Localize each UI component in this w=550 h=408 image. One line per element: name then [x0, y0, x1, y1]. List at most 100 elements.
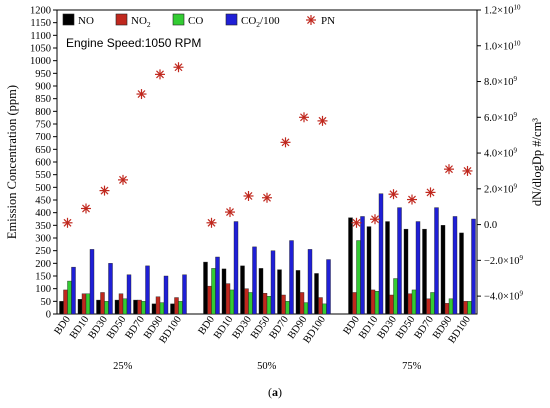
category-label: BD30 — [231, 314, 254, 341]
right-tick-label: 2.0×109 — [484, 182, 518, 195]
pn-marker — [225, 207, 235, 218]
pn-marker — [425, 187, 436, 198]
pn-marker — [206, 217, 217, 228]
bar-co — [104, 301, 109, 315]
bar-co2100 — [252, 246, 257, 315]
pn-marker — [388, 189, 399, 200]
right-tick-label: 4.0×109 — [484, 147, 518, 160]
legend-swatch — [115, 13, 128, 26]
bar-co2100 — [71, 266, 76, 315]
bar-co2100 — [378, 193, 384, 315]
left-tick-label: 600 — [35, 158, 51, 169]
category-label: BD70 — [124, 314, 147, 341]
left-tick-label: 450 — [35, 196, 51, 207]
left-tick-label: 0 — [46, 310, 51, 321]
legend-label: NO — [78, 15, 94, 27]
left-tick-label: 500 — [35, 183, 51, 194]
bar-co — [141, 301, 146, 315]
left-tick-label: 900 — [35, 82, 51, 93]
legend-swatch — [225, 13, 238, 26]
group-label: 50% — [257, 361, 277, 372]
bar-no2 — [352, 292, 357, 315]
bar-no — [77, 299, 83, 315]
left-tick-label: 800 — [35, 107, 51, 118]
bar-co — [229, 289, 235, 315]
left-tick-label: 700 — [35, 132, 51, 143]
bar-co2100 — [307, 249, 313, 315]
bar-no — [422, 228, 427, 315]
bar-no — [151, 303, 157, 315]
legend-pn-marker — [306, 15, 316, 25]
bar-no2 — [389, 294, 394, 315]
legend-label: NO2 — [131, 15, 151, 29]
pn-marker — [280, 137, 291, 148]
pn-marker — [99, 185, 110, 196]
bar-co — [178, 301, 183, 315]
pn-marker — [299, 112, 309, 123]
bar-no2 — [207, 285, 212, 315]
plot-frame — [56, 9, 478, 315]
bar-co — [248, 292, 253, 315]
bar-co — [467, 301, 472, 315]
left-tick-label: 1000 — [30, 56, 51, 67]
left-tick-label: 150 — [35, 272, 51, 283]
legend-swatch — [172, 13, 185, 26]
bar-no — [59, 301, 64, 315]
bar-no2 — [174, 297, 179, 315]
bar-no — [403, 228, 409, 315]
bar-co2100 — [89, 249, 95, 315]
y-axis-title-left: Emission Concentration (ppm) — [5, 85, 19, 239]
pn-marker — [370, 214, 380, 225]
bar-no2 — [262, 293, 268, 315]
bar-co — [356, 240, 361, 315]
bar-no — [385, 221, 390, 315]
bar-co2100 — [145, 265, 150, 315]
bar-co — [67, 280, 72, 315]
bar-no2 — [370, 289, 376, 315]
bar-no — [440, 225, 446, 315]
bar-co2100 — [289, 240, 294, 315]
group-label: 25% — [113, 361, 133, 372]
left-tick-label: 950 — [35, 69, 51, 80]
bar-co — [159, 302, 165, 315]
bar-co2100 — [182, 274, 187, 315]
pn-marker — [317, 115, 328, 126]
legend-label: PN — [321, 15, 335, 27]
left-tick-label: 50 — [41, 297, 52, 308]
category-label: BD70 — [268, 314, 291, 341]
bar-co2100 — [471, 218, 476, 315]
category-label: BD50 — [105, 314, 128, 341]
left-tick-label: 200 — [35, 259, 51, 270]
left-tick-label: 550 — [35, 170, 51, 181]
bar-no — [203, 261, 208, 315]
bar-co2100 — [434, 207, 439, 315]
bar-no — [170, 303, 175, 315]
right-tick-label: 8.0×109 — [484, 75, 518, 88]
category-label: BD50 — [249, 314, 272, 341]
bar-no2 — [318, 297, 323, 315]
category-label: BD70 — [413, 314, 436, 341]
legend-label: CO2/100 — [241, 15, 280, 29]
group-label: 75% — [402, 361, 422, 372]
bar-co — [374, 291, 380, 315]
bar-co — [285, 301, 290, 315]
bar-no2 — [407, 293, 413, 315]
bar-no — [348, 217, 353, 315]
bar-no — [314, 273, 319, 315]
bar-no — [366, 226, 372, 315]
pn-marker — [136, 89, 147, 100]
bar-co2100 — [360, 216, 365, 315]
pn-marker — [155, 69, 165, 80]
bar-no2 — [463, 301, 468, 315]
bar-co — [122, 298, 128, 315]
category-label: BD10 — [68, 314, 91, 341]
pn-marker — [118, 174, 128, 185]
left-tick-label: 1050 — [30, 44, 51, 55]
bar-no2 — [137, 299, 142, 315]
figure-caption: (a) — [268, 385, 282, 399]
pn-marker — [444, 164, 454, 175]
annotation: Engine Speed:1050 RPM — [66, 36, 201, 50]
right-tick-label: −2.0×109 — [484, 254, 523, 267]
pn-marker — [351, 217, 362, 228]
